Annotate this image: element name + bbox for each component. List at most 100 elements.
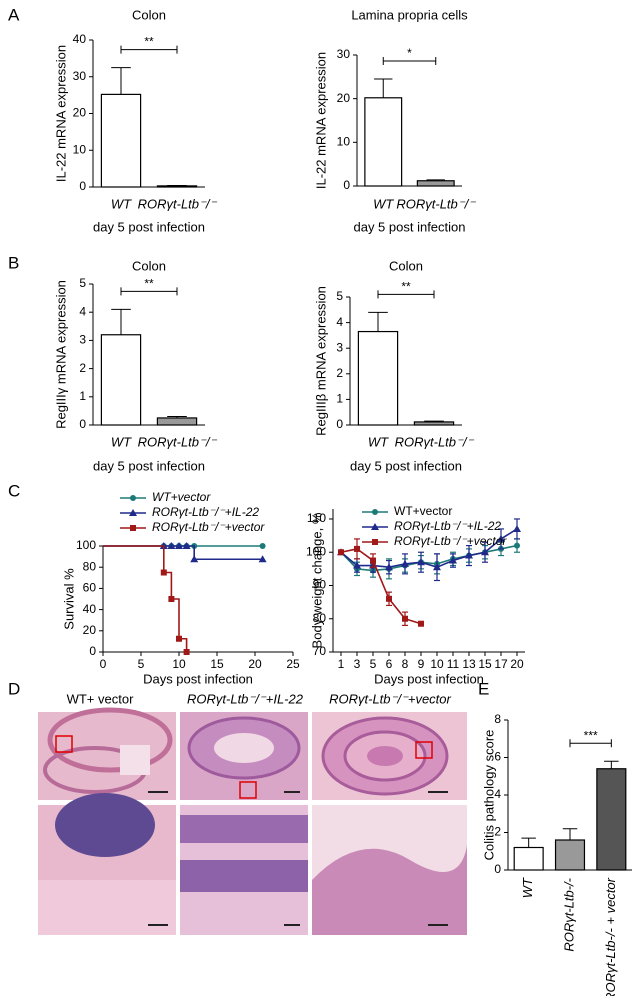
histology-label: RORγt-Ltb⁻/⁻+vector bbox=[329, 691, 451, 706]
marker bbox=[258, 555, 267, 563]
inset-box bbox=[415, 741, 433, 759]
y-tick-label: 0 bbox=[336, 417, 343, 431]
x-tick-label: 8 bbox=[402, 657, 409, 671]
x-tick-label: WT bbox=[520, 877, 535, 898]
y-tick-label: 3 bbox=[336, 340, 343, 354]
marker bbox=[160, 569, 167, 576]
marker bbox=[418, 620, 424, 627]
marker bbox=[130, 525, 136, 531]
marker bbox=[401, 559, 409, 567]
marker bbox=[481, 548, 489, 556]
y-tick-label: 40 bbox=[73, 32, 87, 46]
significance-label: * bbox=[407, 46, 412, 60]
histology-label: RORγt-Ltb⁻/⁻+IL-22 bbox=[187, 691, 304, 706]
bar bbox=[156, 185, 198, 188]
marker bbox=[168, 596, 175, 602]
y-tick-label: 110 bbox=[307, 511, 326, 525]
marker bbox=[465, 551, 473, 559]
y-tick-label: 5 bbox=[79, 276, 86, 290]
y-tick-label: 1 bbox=[336, 392, 343, 406]
panel-letter: C bbox=[8, 481, 20, 500]
chart-title: Colon bbox=[132, 258, 166, 273]
y-tick-label: 20 bbox=[73, 106, 87, 120]
marker bbox=[514, 542, 520, 549]
y-tick-label: 2 bbox=[494, 825, 501, 839]
x-tick-label: 1 bbox=[338, 657, 345, 671]
x-tick-label: 11 bbox=[447, 657, 460, 671]
bar bbox=[100, 334, 142, 426]
marker bbox=[130, 495, 136, 501]
x-tick-label: WT bbox=[111, 434, 132, 449]
tissue bbox=[367, 746, 403, 766]
marker bbox=[353, 561, 361, 569]
y-axis-title: IL-22 mRNA expression bbox=[53, 45, 68, 182]
panel-letter: B bbox=[8, 253, 19, 272]
x-tick-label: 10 bbox=[430, 657, 444, 671]
histology-images bbox=[38, 707, 467, 935]
x-tick-label: 20 bbox=[510, 657, 524, 671]
x-tick-label: 5 bbox=[138, 657, 145, 671]
x-tick-label: RORγt-Ltb⁻/⁻ bbox=[396, 196, 476, 211]
x-tick-label: 17 bbox=[494, 657, 508, 671]
y-tick-label: 4 bbox=[79, 304, 86, 318]
y-tick-label: 0 bbox=[494, 862, 501, 876]
y-tick-label: 20 bbox=[83, 623, 97, 637]
tissue bbox=[180, 860, 308, 892]
tissue bbox=[55, 793, 155, 857]
y-tick-label: 2 bbox=[336, 366, 343, 380]
y-tick-label: 20 bbox=[337, 91, 351, 105]
bar bbox=[413, 421, 455, 426]
x-tick-label: RORγt-Ltb⁻/⁻ bbox=[395, 434, 475, 449]
series-line bbox=[340, 548, 422, 625]
legend-label: WT+vector bbox=[394, 504, 452, 518]
significance-label: ** bbox=[401, 280, 411, 294]
y-tick-label: 4 bbox=[336, 315, 343, 329]
x-tick-label: 13 bbox=[462, 657, 476, 671]
panel-letter: E bbox=[478, 679, 489, 698]
marker bbox=[371, 523, 379, 530]
y-tick-label: 40 bbox=[83, 602, 97, 616]
x-axis-title: day 5 post infection bbox=[93, 219, 205, 234]
x-tick-label: 3 bbox=[354, 657, 361, 671]
y-tick-label: 8 bbox=[494, 712, 501, 726]
panel-letter: D bbox=[8, 679, 20, 698]
y-tick-label: 60 bbox=[83, 581, 97, 595]
series-line bbox=[340, 528, 518, 569]
bar bbox=[100, 93, 142, 188]
marker bbox=[417, 558, 425, 566]
x-tick-label: 0 bbox=[100, 657, 107, 671]
marker bbox=[182, 542, 191, 549]
y-tick-label: 30 bbox=[337, 47, 351, 61]
marker bbox=[386, 595, 392, 602]
marker bbox=[402, 615, 408, 622]
legend-label: RORγt-Ltb⁻/⁻+IL-22 bbox=[152, 505, 259, 519]
y-tick-label: 80 bbox=[313, 611, 327, 625]
y-tick-label: 4 bbox=[494, 787, 501, 801]
significance-label: ** bbox=[144, 277, 154, 291]
marker bbox=[372, 539, 378, 545]
marker bbox=[167, 542, 176, 549]
x-tick-label: WT bbox=[368, 434, 389, 449]
bar bbox=[554, 839, 586, 871]
marker bbox=[385, 563, 393, 571]
x-tick-label: RORγt-Ltb⁻/⁻ bbox=[138, 434, 218, 449]
y-tick-label: 3 bbox=[79, 333, 86, 347]
y-tick-label: 80 bbox=[83, 559, 97, 573]
series-line bbox=[103, 545, 263, 561]
panel-letter: A bbox=[8, 5, 20, 24]
y-tick-label: 0 bbox=[343, 178, 350, 192]
y-tick-label: 1 bbox=[79, 389, 86, 403]
y-axis-title: RegIIIβ mRNA expression bbox=[313, 286, 328, 436]
x-axis-title: day 5 post infection bbox=[93, 458, 205, 473]
x-tick-label: 5 bbox=[370, 657, 377, 671]
marker bbox=[183, 649, 190, 655]
y-tick-label: 10 bbox=[73, 142, 87, 156]
marker bbox=[370, 557, 376, 564]
tissue bbox=[38, 880, 176, 935]
marker bbox=[129, 509, 137, 516]
y-tick-label: 100 bbox=[76, 538, 96, 552]
x-axis-title: day 5 post infection bbox=[350, 458, 462, 473]
marker bbox=[433, 563, 441, 571]
y-tick-label: 0 bbox=[79, 179, 86, 193]
